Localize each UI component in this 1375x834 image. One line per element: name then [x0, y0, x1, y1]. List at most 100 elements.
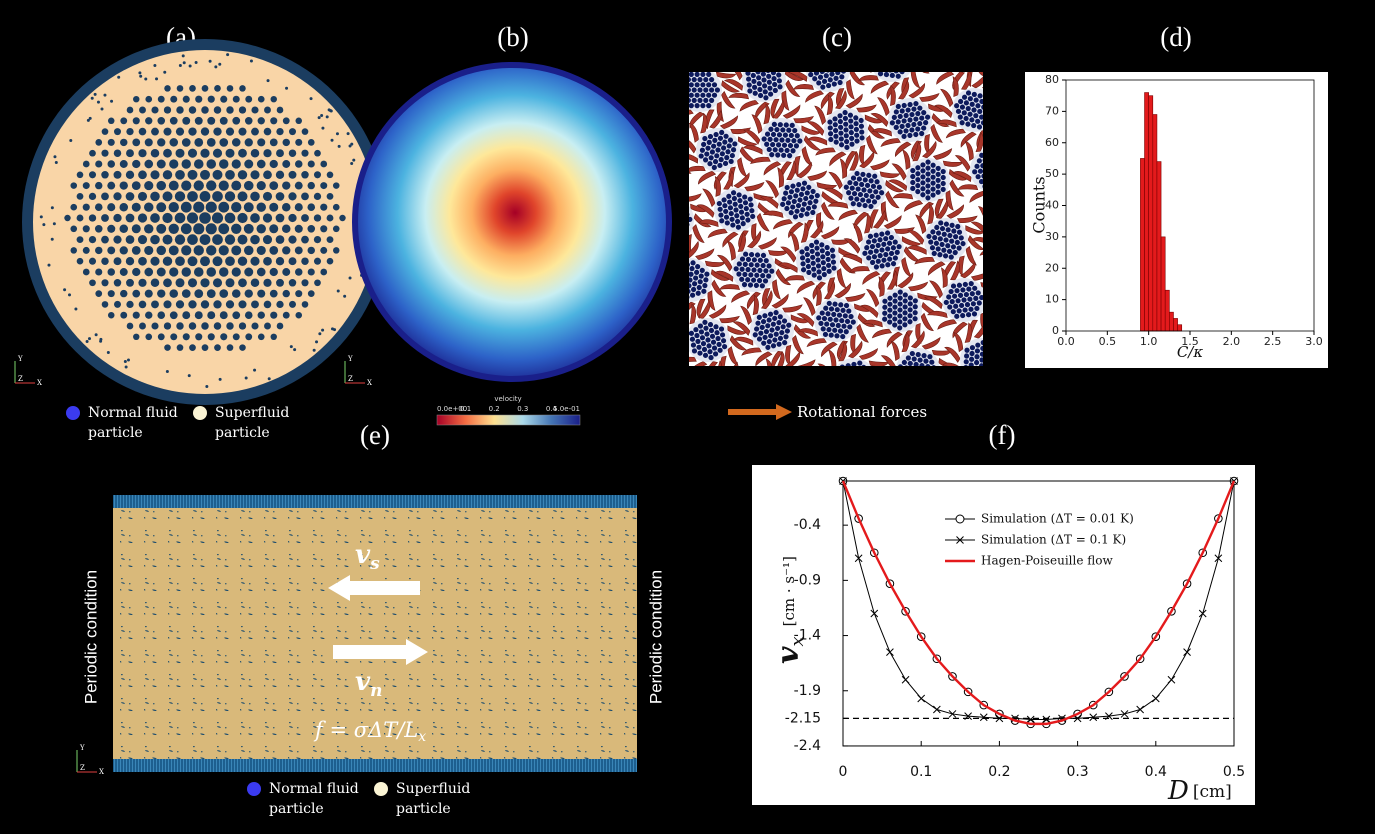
vortex: [226, 53, 229, 56]
vortex: [220, 96, 227, 103]
vortex: [126, 235, 135, 244]
x-tick-label: 0.4: [1145, 764, 1167, 780]
vortex: [107, 246, 115, 254]
vortex: [189, 106, 197, 114]
vortex: [162, 213, 172, 223]
vortex: [144, 246, 153, 255]
vortex: [333, 182, 340, 189]
vortex: [181, 223, 192, 234]
vortex: [225, 170, 235, 180]
vortex: [350, 162, 353, 165]
vortex: [251, 128, 259, 136]
vortex: [282, 160, 290, 168]
vortex: [120, 181, 128, 189]
vortex: [89, 171, 96, 178]
colorbar-tick-label: 0.3: [517, 405, 528, 413]
legend-swatch: [247, 782, 261, 796]
vortex: [194, 267, 204, 277]
vortex: [175, 170, 185, 180]
x-tick-label: 0.3: [1066, 764, 1088, 780]
vortex: [138, 213, 147, 222]
vortex: [327, 215, 334, 222]
vortex: [213, 149, 222, 158]
legend-label: Simulation (ΔT = 0.1 K): [981, 533, 1126, 547]
vortex: [183, 333, 190, 340]
vortex: [200, 149, 209, 158]
vortex: [107, 182, 115, 190]
vortex: [157, 268, 166, 277]
vortex: [219, 138, 228, 147]
vortex: [220, 333, 227, 340]
legend-label: Normal fluid particle: [269, 779, 369, 819]
vortex: [269, 181, 278, 190]
vortex: [176, 127, 184, 135]
vortex: [302, 301, 309, 308]
bar: [1145, 93, 1149, 331]
vortex: [244, 224, 254, 234]
vortex: [333, 328, 336, 331]
vortex: [226, 149, 235, 158]
vortex: [326, 115, 329, 118]
vortex: [95, 290, 102, 297]
vortex: [133, 96, 139, 102]
vortex: [101, 279, 108, 286]
vortex: [138, 235, 147, 244]
vortex: [200, 234, 211, 245]
vortex: [200, 170, 210, 180]
vortex: [336, 132, 339, 135]
panel-label: (e): [360, 420, 390, 450]
vortex: [226, 278, 235, 287]
colorbar-tick-label: 0.1: [460, 405, 471, 413]
vortex: [251, 300, 259, 308]
x-axis-unit: [cm]: [1193, 782, 1232, 802]
vortex: [283, 312, 290, 319]
vortex: [289, 301, 296, 308]
vortex: [175, 191, 185, 201]
vortex: [219, 245, 229, 255]
vortex: [169, 202, 179, 212]
symbol: v: [355, 540, 371, 570]
vortex: [257, 290, 265, 298]
vortex: [138, 257, 147, 266]
vortex: [207, 289, 216, 298]
vortex: [218, 63, 221, 66]
vortex: [145, 312, 152, 319]
vortex: [164, 344, 171, 351]
vortex: [271, 334, 277, 340]
vortex: [954, 0, 1050, 28]
vortex: [231, 224, 241, 234]
vortex: [276, 257, 284, 265]
vortex: [102, 128, 109, 135]
vortex: [257, 202, 266, 211]
vortex: [201, 300, 209, 308]
vortex: [89, 258, 96, 265]
vortex: [163, 235, 173, 245]
vortex: [108, 290, 115, 297]
vortex: [164, 85, 171, 92]
vortex: [77, 193, 84, 200]
vortex: [182, 138, 191, 147]
vortex: [200, 278, 209, 287]
bar: [1173, 318, 1177, 331]
vortex: [169, 267, 178, 276]
vortex: [314, 150, 321, 157]
legend-swatch: [66, 406, 80, 420]
bar: [1140, 158, 1144, 331]
vortex: [327, 193, 334, 200]
vortex: [314, 258, 321, 265]
vortex: [207, 138, 216, 147]
vortex: [176, 300, 184, 308]
legend-swatch: [193, 406, 207, 420]
vortex: [250, 170, 259, 179]
vortex: [288, 192, 296, 200]
vortex: [232, 138, 241, 147]
vortex: [139, 128, 147, 136]
vortex: [206, 223, 217, 234]
vortex: [170, 96, 177, 103]
vortex: [189, 65, 192, 68]
vortex: [156, 224, 166, 234]
vortex: [108, 312, 115, 319]
vortex: [225, 234, 235, 244]
vortex: [124, 360, 127, 363]
vortex: [133, 117, 140, 124]
